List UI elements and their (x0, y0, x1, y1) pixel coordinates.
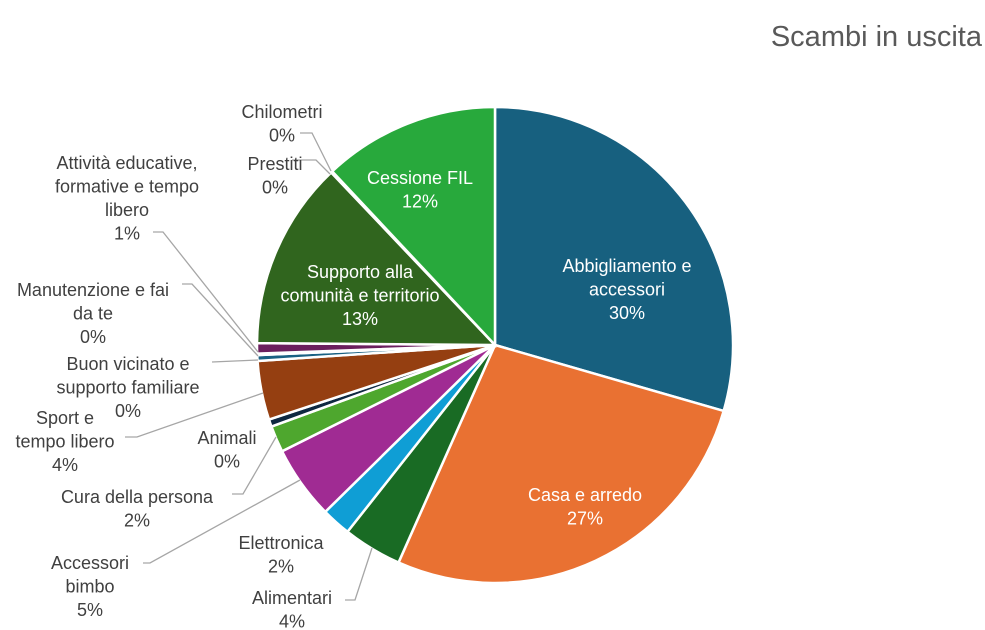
data-label-line: supporto familiare (56, 378, 199, 398)
leader-line (345, 547, 373, 601)
data-label: Elettronica 2% (238, 533, 324, 577)
data-label-line: formative e tempo (55, 177, 199, 197)
data-label-line: Casa e arredo (528, 485, 642, 505)
data-label-line: Chilometri (241, 102, 322, 122)
data-label-line: 2% (124, 511, 150, 531)
data-label-line: Animali (197, 428, 256, 448)
data-label-line: Manutenzione e fai (17, 280, 169, 300)
data-label-line: libero (105, 200, 149, 220)
data-label: Cessione FIL 12% (367, 168, 473, 212)
data-label-line: bimbo (65, 577, 114, 597)
data-label-line: 27% (567, 509, 603, 529)
data-label: Buon vicinato e supporto familiare 0% (56, 354, 199, 421)
chart-title: Scambi in uscita (771, 21, 983, 53)
data-label-line: 4% (52, 455, 78, 475)
data-label-line: Cura della persona (61, 487, 214, 507)
data-label-line: Cessione FIL (367, 168, 473, 188)
leader-line (182, 283, 259, 357)
data-label: Abbigliamento e accessori 30% (562, 256, 691, 323)
data-label: Alimentari 4% (252, 588, 332, 630)
data-label-line: tempo libero (15, 432, 114, 452)
data-label-line: Attività educative, (56, 153, 197, 173)
data-label-line: 0% (80, 327, 106, 347)
data-label-line: 0% (214, 452, 240, 472)
leader-line (300, 132, 332, 172)
leader-line (292, 159, 331, 175)
data-label-line: 0% (115, 401, 141, 421)
pie-slice-abbigliamento-e-accessori (493, 105, 735, 413)
data-label-line: Sport e (36, 408, 94, 428)
data-label-line: 5% (77, 600, 103, 620)
leader-line (125, 392, 264, 438)
pie-slice-supporto-alla-comunit-e-territorio (255, 170, 498, 347)
data-label-line: 4% (279, 612, 305, 630)
data-label-line: 0% (262, 178, 288, 198)
data-label-line: Elettronica (238, 533, 324, 553)
pie-slice-casa-e-arredo (396, 343, 726, 585)
data-label-line: Accessori (51, 553, 129, 573)
data-label-line: 12% (402, 192, 438, 212)
data-label: Animali 0% (197, 428, 256, 472)
data-label-line: Supporto alla (307, 262, 414, 282)
data-label-line: 1% (114, 224, 140, 244)
data-label-line: 2% (268, 557, 294, 577)
data-label-line: Buon vicinato e (66, 354, 189, 374)
data-label-line: Abbigliamento e (562, 256, 691, 276)
data-label-line: da te (73, 304, 113, 324)
data-label-line: Alimentari (252, 588, 332, 608)
data-label: Chilometri 0% (241, 102, 322, 146)
data-label-line: comunità e territorio (280, 286, 439, 306)
data-label: Cura della persona 2% (61, 487, 214, 531)
leader-line (143, 479, 301, 564)
data-label: Accessori bimbo 5% (51, 553, 129, 620)
pie-slice-cessione-fil (330, 105, 497, 349)
data-label: Casa e arredo 27% (528, 485, 642, 529)
data-label-line: Prestiti (247, 154, 302, 174)
data-label: Prestiti 0% (247, 154, 302, 198)
leader-line (153, 231, 259, 353)
data-label-line: 0% (269, 126, 295, 146)
data-label: Supporto alla comunità e territorio 13% (280, 262, 439, 329)
data-label-line: 30% (609, 303, 645, 323)
data-label: Attività educative, formative e tempo libe… (55, 153, 199, 244)
data-label-line: 13% (342, 309, 378, 329)
leader-line (232, 436, 277, 495)
leader-line (211, 359, 259, 363)
data-label: Sport e tempo libero 4% (15, 408, 114, 475)
data-label-line: accessori (589, 280, 665, 300)
data-label: Manutenzione e fai da te 0% (17, 280, 169, 347)
